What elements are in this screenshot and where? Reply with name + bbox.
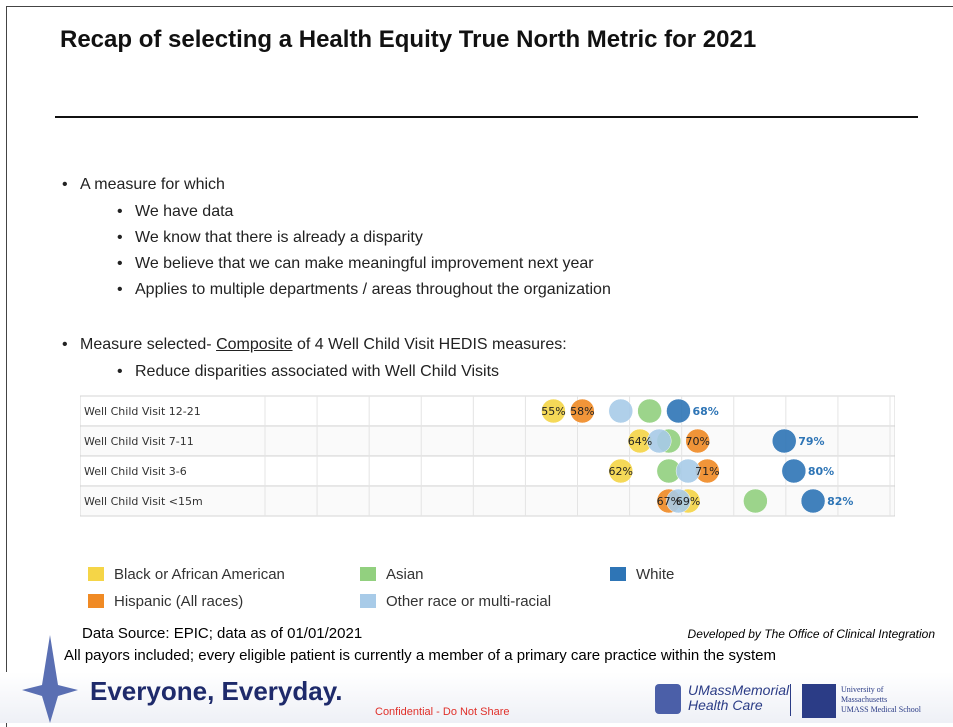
value-label: 71% (695, 465, 719, 478)
legend-item: Other race or multi-racial (360, 593, 551, 610)
text: of 4 Well Child Visit HEDIS measures: (292, 336, 567, 353)
value-label: 82% (827, 495, 853, 508)
dot (608, 458, 634, 484)
divider (790, 684, 791, 716)
value-label: 67% (657, 495, 681, 508)
bullet: We know that there is already a disparit… (117, 229, 423, 247)
legend-swatch (88, 567, 104, 581)
row (80, 455, 895, 487)
dot (541, 398, 566, 424)
row (80, 425, 895, 457)
brand-icon (655, 684, 681, 714)
text: Composite (216, 336, 293, 353)
dot (685, 428, 710, 454)
bullet: Reduce disparities associated with Well … (117, 363, 499, 381)
title-rule (55, 116, 918, 118)
legend-item: White (610, 566, 674, 583)
banner (0, 672, 953, 723)
bullet: Measure selected- Composite of 4 Well Ch… (62, 336, 567, 354)
value-label: 64% (628, 435, 652, 448)
dot (743, 488, 768, 514)
credit: Developed by The Office of Clinical Inte… (687, 627, 935, 641)
bullet: We have data (117, 203, 234, 221)
confidential: Confidential - Do Not Share (375, 706, 510, 718)
text: Health Care (688, 697, 763, 713)
legend-label: Asian (386, 566, 424, 583)
value-label: 79% (798, 435, 824, 448)
dot (800, 488, 826, 514)
legend-label: White (636, 566, 675, 583)
dot (646, 428, 672, 454)
row-label: Well Child Visit <15m (84, 495, 203, 508)
value-label: 70% (685, 435, 709, 448)
bullet: Applies to multiple departments / areas … (117, 281, 611, 299)
dot (608, 398, 634, 424)
chart: Well Child Visit 12-21 Well Child Visit 7… (80, 395, 895, 517)
legend-item: Hispanic (All races) (88, 593, 243, 610)
source: Data Source: EPIC; data as of 01/01/2021 (82, 625, 363, 642)
dot (637, 398, 662, 424)
univ: University of Massachusetts UMASS Medical … (841, 685, 921, 715)
row (80, 395, 895, 427)
legend-item: Black or African American (88, 566, 285, 583)
row-label: Well Child Visit 7-11 (84, 435, 194, 448)
legend-swatch (360, 567, 376, 581)
title: Recap of selecting a Health Equity True … (60, 26, 757, 53)
legend-label: Black or African American (114, 566, 285, 583)
legend-label: Other race or multi-racial (386, 593, 552, 610)
value-label: 68% (692, 405, 718, 418)
slogan: Everyone, Everyday. (90, 676, 343, 706)
frame (6, 6, 953, 727)
text: Measure selected- (80, 336, 217, 353)
value-label: 62% (609, 465, 633, 478)
dot (666, 398, 691, 424)
row-label: Well Child Visit 3-6 (84, 465, 187, 478)
text: UMASS Medical School (841, 705, 921, 714)
value-label: 80% (808, 465, 834, 478)
value-label: 69% (676, 495, 700, 508)
text: University of (841, 685, 884, 694)
dot (771, 428, 797, 454)
bullet: A measure for which (62, 176, 225, 194)
dot (570, 398, 595, 424)
legend-swatch (88, 594, 104, 608)
dot (666, 488, 691, 514)
legend-label: Hispanic (All races) (114, 593, 244, 610)
dot (675, 458, 701, 484)
legend-swatch (610, 567, 626, 581)
bullet: We believe that we can make meaningful i… (117, 255, 594, 273)
note: All payors included; every eligible pati… (64, 647, 776, 664)
dot (781, 458, 807, 484)
text: Massachusetts (841, 695, 888, 704)
brand: UMassMemorial Health Care (688, 683, 789, 713)
row-label: Well Child Visit 12-21 (84, 405, 201, 418)
legend-item: Asian (360, 566, 424, 583)
text: UMassMemorial (688, 682, 790, 698)
logo-star (22, 635, 78, 723)
value-label: 55% (541, 405, 565, 418)
legend-swatch (360, 594, 376, 608)
value-label: 58% (570, 405, 594, 418)
univ-icon (802, 684, 836, 718)
